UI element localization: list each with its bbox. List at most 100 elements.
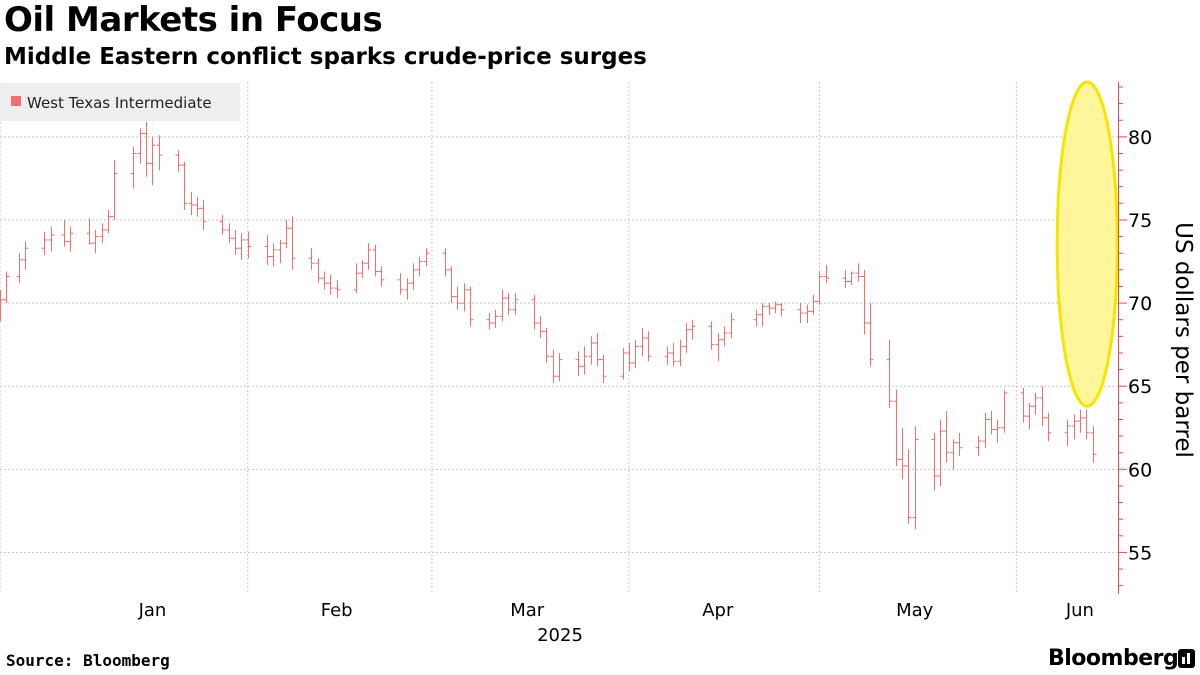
legend-background: [0, 83, 240, 121]
ohlc-bar: [1083, 409, 1090, 440]
ohlc-bar: [677, 339, 684, 367]
ohlc-bar: [1064, 419, 1071, 447]
ohlc-bar: [188, 191, 195, 215]
ohlc-bar: [937, 419, 944, 486]
ohlc-bar: [416, 256, 423, 277]
x-tick-label: Jan: [138, 600, 167, 621]
ohlc-bar: [575, 351, 582, 377]
ohlc-bar: [537, 316, 544, 338]
ohlc-bar: [264, 234, 271, 265]
y-tick-label: 80: [1128, 127, 1152, 149]
ohlc-bar: [467, 286, 474, 327]
ohlc-bar: [1045, 412, 1052, 442]
ohlc-bar: [111, 160, 118, 220]
ohlc-bar: [378, 266, 385, 287]
ohlc-bar: [664, 346, 671, 365]
ohlc-bar: [334, 279, 341, 299]
ohlc-bar: [41, 231, 48, 255]
ohlc-bar: [797, 303, 804, 324]
ohlc-bar: [423, 248, 430, 267]
ohlc-bar: [194, 196, 201, 217]
ohlc-bar: [492, 309, 499, 329]
ohlc-bar: [683, 323, 690, 353]
ohlc-bar: [626, 342, 633, 372]
ohlc-bar: [804, 304, 811, 324]
ohlc-bar: [982, 412, 989, 448]
ohlc-bar: [130, 146, 137, 189]
ohlc-bar: [721, 326, 728, 347]
bloomberg-logo-text: Bloomberg: [1048, 646, 1179, 671]
ohlc-bar: [1077, 409, 1084, 433]
ohlc-bar: [289, 216, 296, 270]
ohlc-bar: [899, 427, 906, 480]
ohlc-bar: [759, 303, 766, 327]
ohlc-bar: [867, 303, 874, 367]
ohlc-bar: [632, 339, 639, 368]
ohlc-bar: [543, 328, 550, 363]
ohlc-bar: [855, 263, 862, 282]
ohlc-bar: [550, 349, 557, 383]
legend-swatch: [11, 96, 21, 106]
ohlc-bar: [861, 269, 868, 335]
ohlc-bar: [645, 331, 652, 362]
legend: West Texas Intermediate: [0, 83, 240, 121]
vertical-gridlines: [0, 82, 1017, 594]
ohlc-bar: [327, 274, 334, 295]
ohlc-bar: [410, 263, 417, 290]
ohlc-bar: [308, 248, 315, 270]
ohlc-bar: [943, 411, 950, 463]
x-tick-label: Mar: [510, 600, 545, 621]
ohlc-bar: [581, 346, 588, 375]
ohlc-bar: [461, 283, 468, 312]
ohlc-bar: [137, 128, 144, 164]
ohlc-bar: [842, 269, 849, 289]
ohlc-bar: [1020, 387, 1027, 423]
ohlc-bar: [232, 229, 239, 255]
y-tick-label: 70: [1128, 293, 1152, 315]
ohlc-bar: [556, 352, 563, 382]
ohlc-bar: [512, 293, 519, 315]
x-tick-label: Jun: [1065, 600, 1094, 621]
ohlc-bar: [531, 294, 538, 330]
ohlc-bar: [708, 321, 715, 350]
source-note: Source: Bloomberg: [6, 651, 170, 670]
ohlc-bar: [321, 271, 328, 290]
ohlc-bar: [823, 264, 830, 284]
ohlc-bar: [181, 161, 188, 210]
ohlc-bar: [3, 271, 10, 304]
ohlc-bar: [905, 449, 912, 525]
ohlc-bar: [219, 214, 226, 235]
ohlc-bar: [689, 319, 696, 340]
ohlc-bar: [778, 303, 785, 317]
ohlc-bar: [48, 226, 55, 252]
ohlc-bar: [283, 219, 290, 249]
ohlc-bar: [277, 239, 284, 264]
ohlc-bar: [753, 309, 760, 327]
ohlc-bar: [715, 333, 722, 362]
ohlc-bar: [1001, 389, 1008, 433]
ohlc-bar: [620, 347, 627, 380]
ohlc-bar: [448, 266, 455, 304]
ohlc-bar: [772, 301, 779, 314]
ohlc-bar: [270, 243, 277, 267]
ohlc-bar: [143, 121, 150, 177]
ohlc-bar: [175, 150, 182, 172]
ohlc-bar: [372, 244, 379, 277]
ohlc-bar: [486, 313, 493, 330]
ohlc-bar: [588, 336, 595, 365]
horizontal-gridlines: [0, 136, 1118, 553]
ohlc-bar: [442, 248, 449, 277]
ohlc-bar: [200, 200, 207, 230]
ohlc-bar: [1039, 386, 1046, 427]
legend-label: West Texas Intermediate: [27, 94, 212, 112]
ohlc-bar: [766, 303, 773, 315]
ohlc-bar: [0, 289, 4, 322]
bloomberg-terminal-icon: [1178, 649, 1195, 668]
ohlc-bar: [893, 389, 900, 466]
x-axis: Jan Feb Mar Apr May Jun: [138, 600, 1094, 621]
ohlc-bar: [16, 253, 23, 284]
ohlc-bar: [86, 218, 93, 245]
ohlc-bar: [397, 273, 404, 295]
ohlc-bar: [365, 243, 372, 270]
ohlc-bar: [886, 339, 893, 408]
